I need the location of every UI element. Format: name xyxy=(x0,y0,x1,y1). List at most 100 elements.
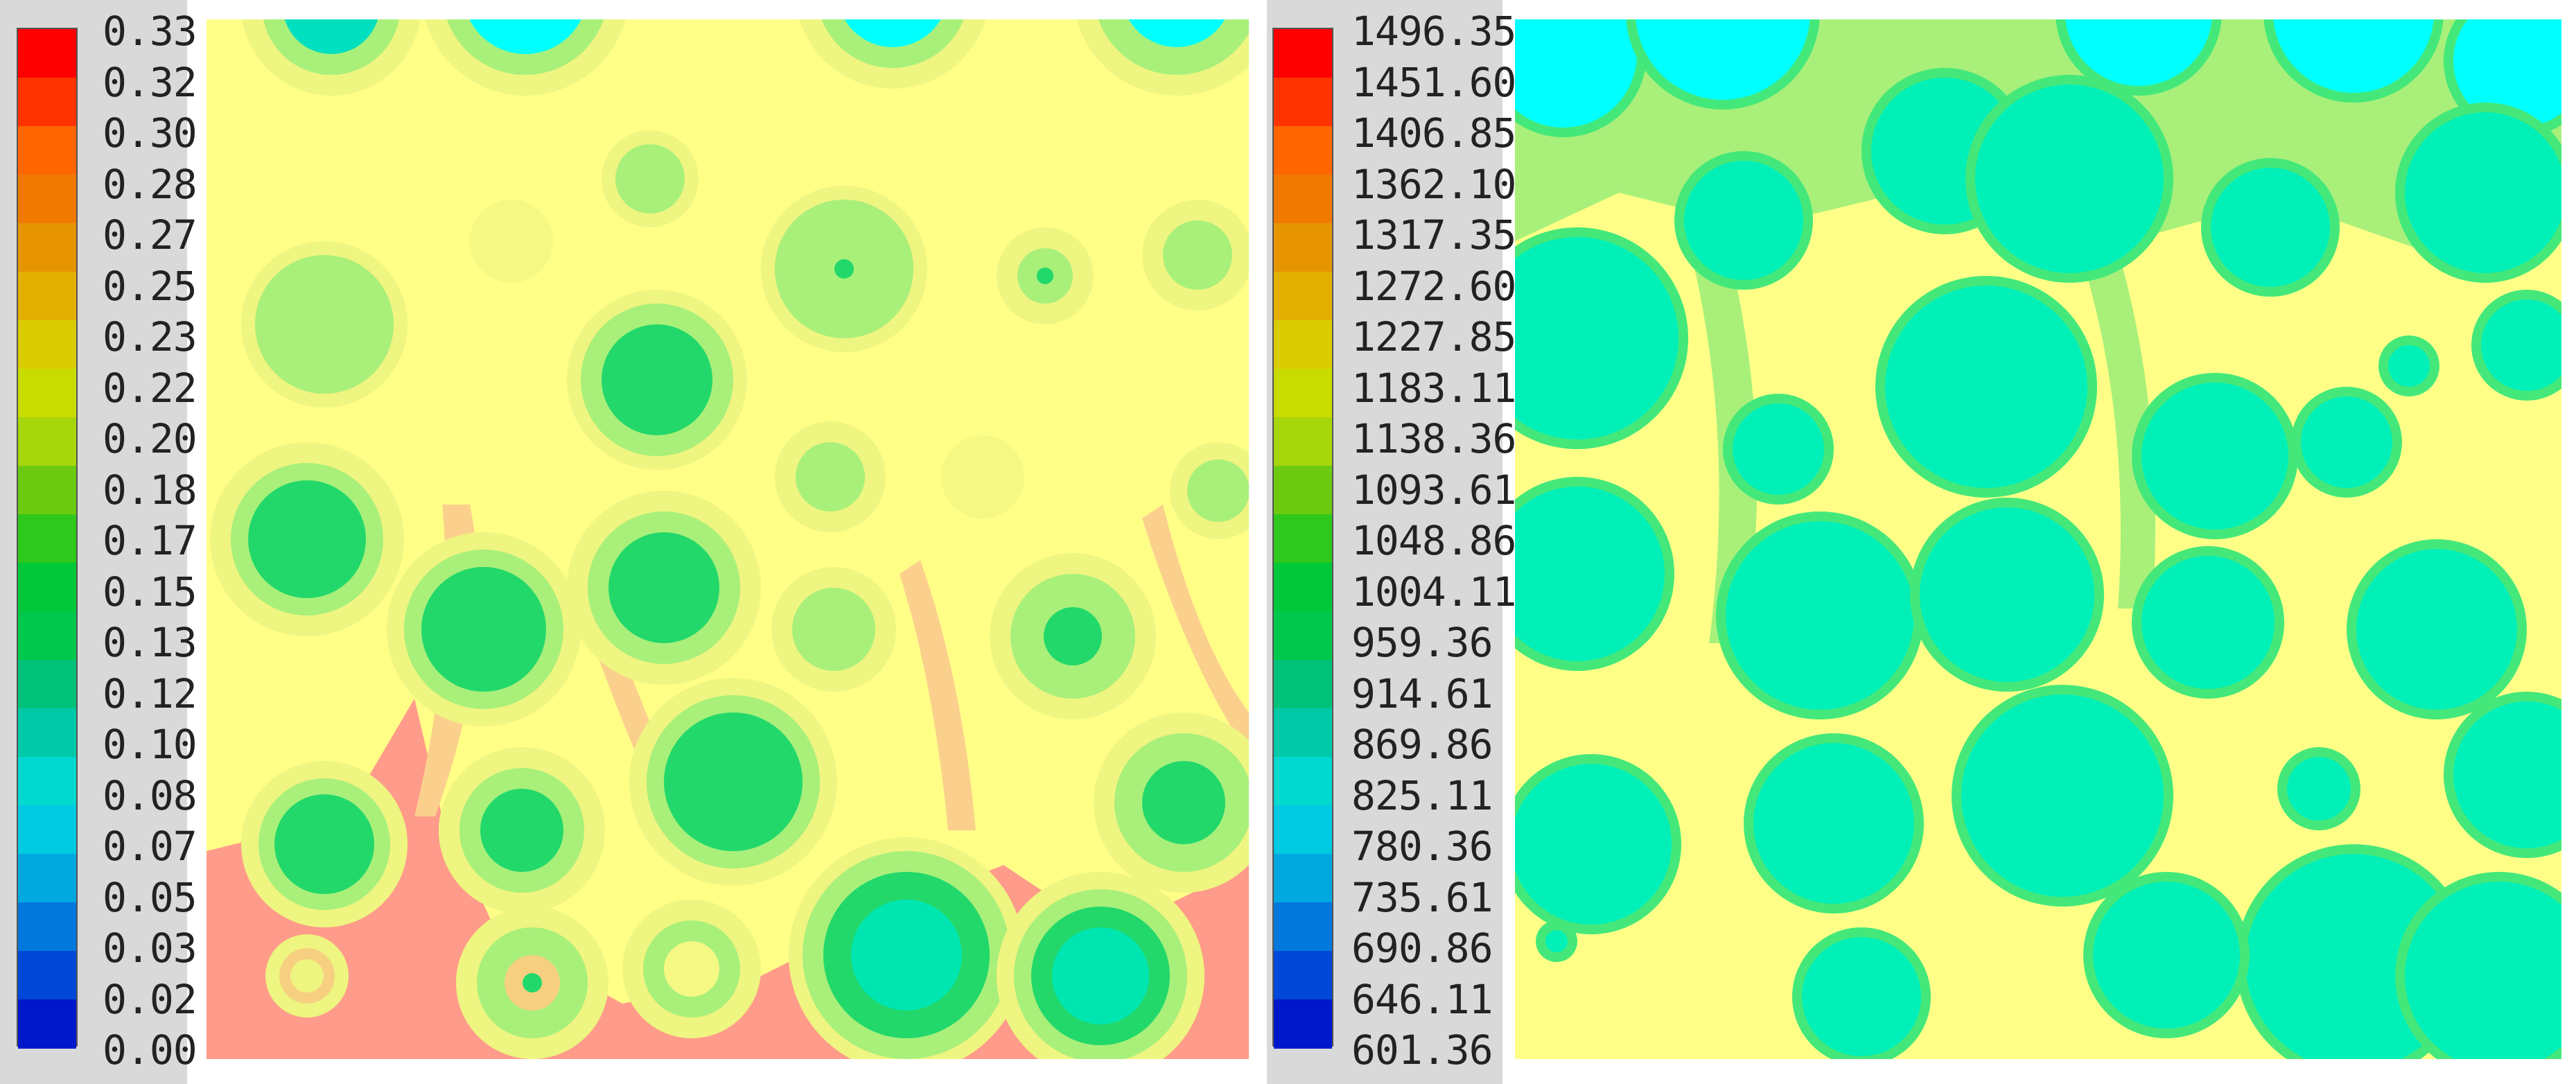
bubble-ring xyxy=(1515,764,1672,925)
colorbar-swatch xyxy=(18,29,76,78)
field-plot-left xyxy=(207,19,1249,1059)
colorbar-swatch xyxy=(18,757,76,806)
colorbar-swatch xyxy=(1274,611,1332,661)
colorbar-tick-label: 1406.85 xyxy=(1351,110,1516,157)
colorbar-tick-label: 0.33 xyxy=(103,8,198,55)
bubble-ring xyxy=(469,19,581,54)
colorbar-tick-label: 0.02 xyxy=(103,975,198,1023)
colorbar-swatch xyxy=(18,175,76,224)
bubble-ring xyxy=(1802,937,1921,1056)
bubble-ring xyxy=(1037,268,1053,284)
bubble-group-left xyxy=(210,19,1249,1059)
bubble-ring xyxy=(834,259,854,279)
bubble-ring xyxy=(2453,701,2561,848)
colorbar-swatch xyxy=(1274,660,1332,709)
colorbar-tick-label: 0.23 xyxy=(103,313,198,360)
bubble-ring xyxy=(2405,112,2561,273)
colorbar-tick-label: 0.15 xyxy=(103,568,198,615)
colorbar-swatch xyxy=(18,78,76,127)
colorbar-swatch xyxy=(18,369,76,418)
bubble-ring xyxy=(2301,396,2392,488)
colorbar-tick-label: 0.25 xyxy=(103,262,198,310)
bubble-ring xyxy=(2065,19,2212,86)
bubble-ring xyxy=(1733,403,1824,495)
bubble-ring xyxy=(1753,743,1914,904)
colorbar-tick-label: 0.07 xyxy=(103,823,198,870)
colorbar-swatch xyxy=(18,805,76,855)
colorbar-tick-label: 735.61 xyxy=(1351,873,1493,921)
colorbar-tick-label: 0.28 xyxy=(103,160,198,208)
colorbar-swatch xyxy=(1274,563,1332,612)
colorbar-swatch xyxy=(18,660,76,709)
colorbar-swatch xyxy=(1274,757,1332,806)
bubble-ring xyxy=(2211,168,2330,287)
colorbar-tick-label: 0.17 xyxy=(103,517,198,564)
bubble-ring xyxy=(2356,549,2517,710)
bubble-ring xyxy=(1545,930,1568,952)
bubble-ring xyxy=(2141,556,2275,689)
colorbar-tick-label: 0.08 xyxy=(103,771,198,819)
colorbar-swatch xyxy=(18,320,76,369)
contour-field-left xyxy=(207,19,1249,1059)
colorbar-tick-label: 0.12 xyxy=(103,670,198,717)
colorbar-tick-label: 1093.61 xyxy=(1351,466,1516,514)
bubble-ring xyxy=(1726,521,1914,710)
colorbar-tick-label: 0.05 xyxy=(103,873,198,921)
colorbar-tick-label: 0.32 xyxy=(103,58,198,106)
colorbar-tick-label: 825.11 xyxy=(1351,771,1493,819)
colorbar-tick-label: 1004.11 xyxy=(1351,568,1516,615)
colorbar-tick-label: 1272.60 xyxy=(1351,262,1516,310)
colorbar-swatch xyxy=(1274,854,1332,903)
bubble-ring xyxy=(1163,220,1232,290)
bubble-group-right xyxy=(1515,19,2561,1059)
bubble-ring xyxy=(1044,607,1102,665)
bubble-ring xyxy=(1128,19,1225,47)
colorbar-tick-label: 646.11 xyxy=(1351,975,1493,1023)
colorbar-tick-label: 869.86 xyxy=(1351,721,1493,768)
bubble-ring xyxy=(1961,694,2164,897)
colorbar-left xyxy=(17,28,78,1049)
colorbar-swatch xyxy=(1274,902,1332,952)
bubble-ring xyxy=(844,19,941,47)
bubble-ring xyxy=(2141,383,2288,530)
colorbar-legend-right: 1496.35 1451.60 1406.85 1362.10 1317.35 1272.… xyxy=(1267,0,1516,1084)
field-plot-right xyxy=(1515,19,2561,1059)
colorbar-swatch xyxy=(18,223,76,272)
bubble-ring xyxy=(664,713,803,851)
bubble-ring xyxy=(1052,927,1149,1024)
colorbar-swatch xyxy=(18,999,76,1049)
colorbar-swatch xyxy=(1274,126,1332,175)
bubble-ring xyxy=(2388,345,2430,387)
bubble-ring xyxy=(602,324,712,435)
bubble-ring xyxy=(2405,882,2561,1059)
colorbar-tick-label: 1496.35 xyxy=(1351,8,1516,55)
bubble-ring xyxy=(1142,761,1225,844)
colorbar-tick-label: 690.86 xyxy=(1351,925,1493,972)
bubble-ring xyxy=(255,255,394,394)
colorbar-tick-label: 0.10 xyxy=(103,721,198,768)
colorbar-swatch xyxy=(1274,951,1332,1000)
colorbar-swatch xyxy=(1274,999,1332,1049)
green-region-mid xyxy=(1688,227,1758,643)
green-region-mid-2 xyxy=(2076,227,2155,609)
bubble-ring xyxy=(1975,85,2164,273)
colorbar-swatch xyxy=(1274,514,1332,563)
bubble-ring xyxy=(851,900,962,1011)
bubble-ring xyxy=(284,19,378,54)
colorbar-tick-label: 0.00 xyxy=(103,1026,198,1074)
colorbar-swatch xyxy=(1274,417,1332,466)
bubble-ring xyxy=(470,200,553,283)
bubble-ring xyxy=(248,480,366,598)
colorbar-swatch xyxy=(1274,320,1332,369)
bubble-ring xyxy=(1684,161,1803,280)
bubble-ring xyxy=(523,973,542,993)
bubble-ring xyxy=(290,959,324,993)
colorbar-swatch xyxy=(1274,805,1332,855)
colorbar-tick-label: 0.30 xyxy=(103,110,198,157)
colorbar-swatch xyxy=(1274,29,1332,78)
bubble-ring xyxy=(2093,882,2240,1029)
colorbar-tick-label: 1227.85 xyxy=(1351,313,1516,360)
colorbar-swatch xyxy=(1274,466,1332,515)
bubble-ring xyxy=(1515,19,1637,128)
colorbar-swatch xyxy=(18,563,76,612)
